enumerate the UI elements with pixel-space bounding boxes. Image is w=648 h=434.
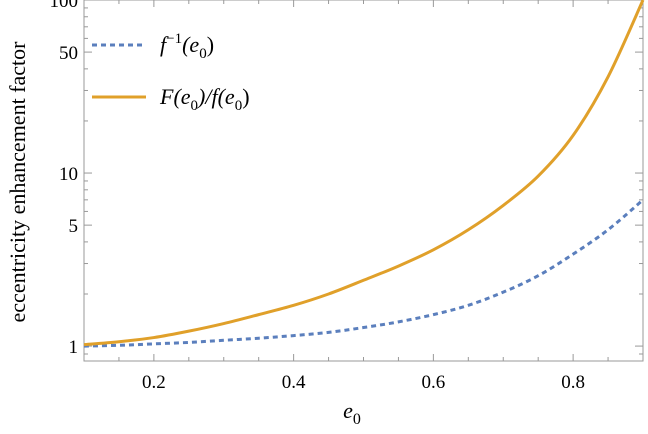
ticks: 0.2 0.4 0.6 0.8 1 5 10 50 100 [50,0,643,393]
legend-label-F-over-f: F(e0)/f(e0) [159,84,250,114]
x-axis-title: e0 [343,398,361,428]
y-tick-label: 100 [50,0,79,12]
series-layer [83,0,645,348]
series-line-F-over-f [83,0,645,347]
legend-label-f-inverse: f−1(e0) [160,31,214,62]
y-tick-label: 50 [59,43,78,64]
x-tick-label: 0.6 [422,372,446,393]
x-axis-title-main: e [343,398,353,423]
x-tick-label: 0.8 [561,372,585,393]
legend: f−1(e0) F(e0)/f(e0) [92,31,250,114]
y-tick-label: 10 [59,164,78,185]
y-tick-label: 1 [69,337,79,358]
y-tick-label: 5 [69,216,79,237]
x-axis-title-sub: 0 [353,411,361,428]
x-tick-label: 0.2 [142,372,166,393]
y-axis-title: eccentricity enhancement factor [5,41,30,323]
series-line-f-inverse [83,198,644,348]
x-tick-label: 0.4 [282,372,306,393]
plot-frame [83,0,644,362]
